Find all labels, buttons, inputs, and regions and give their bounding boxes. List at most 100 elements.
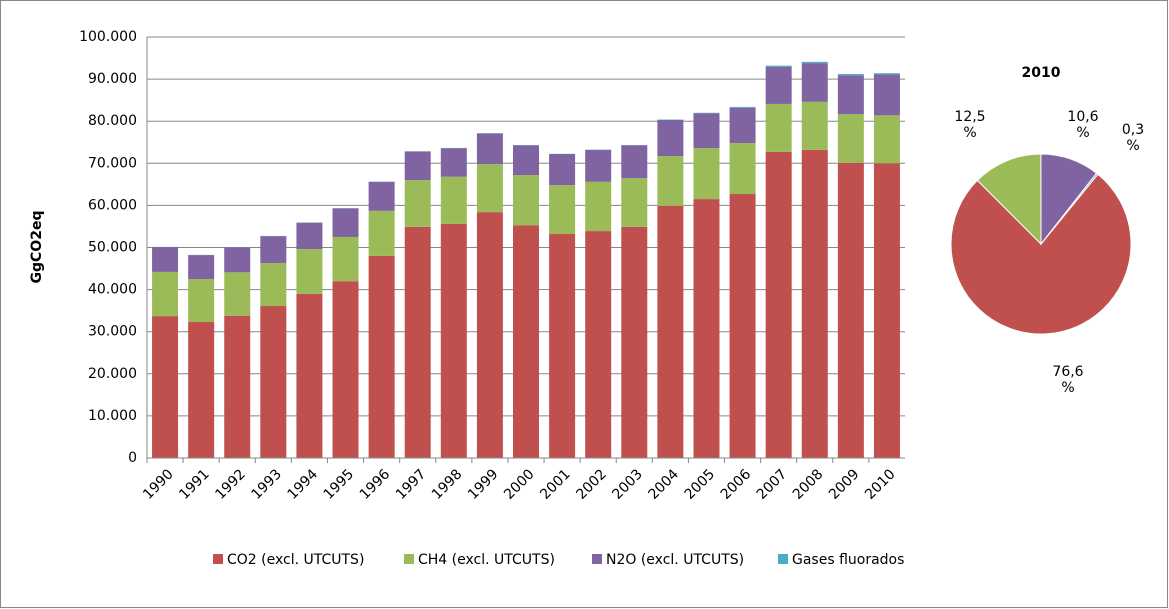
y-tick-label: 60.000 bbox=[88, 197, 137, 213]
bar-segment bbox=[260, 236, 287, 264]
bar-segment bbox=[765, 66, 792, 104]
legend-swatch bbox=[778, 554, 788, 564]
pie-slice bbox=[1040, 172, 1099, 245]
pie-label-line: 0,3 bbox=[1122, 122, 1144, 138]
y-tick-label: 80.000 bbox=[88, 113, 137, 129]
bar-segment bbox=[549, 185, 576, 235]
bar-segment bbox=[657, 119, 684, 157]
bar-segment bbox=[513, 225, 539, 458]
bar-segment bbox=[260, 263, 287, 307]
bar-segment bbox=[693, 148, 720, 200]
pie-label-line: 10,6 bbox=[1067, 109, 1098, 125]
bar-segment bbox=[332, 281, 359, 458]
legend-label: Gases fluorados bbox=[792, 552, 904, 568]
pie-title: 2010 bbox=[1022, 65, 1061, 81]
pie-label-line: % bbox=[1126, 138, 1139, 154]
bar-segment bbox=[693, 113, 720, 149]
y-tick-label: 100.000 bbox=[79, 29, 137, 45]
pie-label-line: % bbox=[963, 125, 976, 141]
bar-segment bbox=[657, 205, 684, 458]
y-tick-label: 20.000 bbox=[88, 366, 137, 382]
bar-segment bbox=[152, 247, 179, 272]
bar-segment bbox=[368, 181, 395, 211]
bar-segment bbox=[837, 75, 864, 115]
bar-segment bbox=[476, 133, 503, 165]
bar-segment bbox=[657, 156, 684, 206]
pie-label-line: 76,6 bbox=[1052, 364, 1083, 380]
bar-segment bbox=[621, 178, 648, 227]
bar-segment bbox=[224, 247, 251, 273]
bar-segment bbox=[368, 255, 395, 458]
bar-segment bbox=[837, 114, 864, 163]
pie-label: 12,5% bbox=[954, 109, 985, 141]
bar-segment bbox=[296, 249, 323, 294]
bar-segment bbox=[188, 322, 215, 458]
bar-segment bbox=[296, 293, 323, 458]
bar-segment bbox=[729, 107, 756, 144]
bar-segment bbox=[693, 199, 720, 458]
pie-slice bbox=[950, 173, 1132, 335]
pie-label: 10,6% bbox=[1067, 109, 1098, 141]
y-tick-label: 50.000 bbox=[88, 240, 137, 256]
bar-segment bbox=[440, 176, 467, 224]
bar-segment bbox=[404, 180, 431, 227]
bar-segment bbox=[188, 255, 215, 280]
bar-segment bbox=[224, 315, 251, 458]
bar-segment bbox=[765, 65, 792, 67]
bar-segment bbox=[765, 151, 792, 459]
bar-segment bbox=[513, 145, 539, 176]
bar-segment bbox=[224, 272, 251, 316]
legend-swatch bbox=[213, 554, 223, 564]
y-tick-label: 30.000 bbox=[88, 324, 137, 340]
pie-label-line: 12,5 bbox=[954, 109, 985, 125]
bar-segment bbox=[440, 223, 467, 458]
bar-segment bbox=[837, 162, 864, 458]
bar-segment bbox=[368, 210, 395, 256]
y-tick-label: 10.000 bbox=[88, 408, 137, 424]
bar-segment bbox=[332, 208, 359, 237]
y-tick-label: 70.000 bbox=[88, 155, 137, 171]
bar-segment bbox=[188, 279, 215, 323]
bar-segment bbox=[873, 115, 900, 164]
bar-segment bbox=[585, 181, 612, 232]
bar-segment bbox=[801, 61, 828, 64]
bar-segment bbox=[152, 316, 179, 458]
bar-segment bbox=[152, 271, 179, 317]
legend-label: N2O (excl. UTCUTS) bbox=[606, 552, 744, 568]
legend-swatch bbox=[592, 554, 602, 564]
y-tick-label: 0 bbox=[128, 450, 137, 466]
bar-segment bbox=[404, 226, 431, 458]
bar-segment bbox=[873, 74, 900, 116]
bar-segment bbox=[296, 222, 323, 250]
pie-slice bbox=[976, 153, 1042, 246]
bar-segment bbox=[837, 74, 864, 76]
bar-segment bbox=[513, 175, 539, 226]
bar-segment bbox=[332, 236, 359, 282]
legend-label: CH4 (excl. UTCUTS) bbox=[418, 552, 555, 568]
pie-label: 0,3% bbox=[1122, 122, 1144, 154]
legend-label: CO2 (excl. UTCUTS) bbox=[227, 552, 364, 568]
y-axis-label: GgCO2eq bbox=[29, 211, 45, 284]
bar-segment bbox=[476, 164, 503, 213]
bar-segment bbox=[260, 306, 287, 458]
bar-segment bbox=[729, 106, 756, 108]
bar-segment bbox=[404, 151, 431, 181]
bar-segment bbox=[801, 101, 828, 150]
bar-segment bbox=[549, 234, 576, 458]
y-tick-label: 40.000 bbox=[88, 282, 137, 298]
bar-segment bbox=[801, 149, 828, 458]
pie-label-line: % bbox=[1061, 380, 1074, 396]
bar-segment bbox=[585, 149, 612, 182]
bar-segment bbox=[621, 145, 648, 179]
bar-segment bbox=[476, 212, 503, 458]
bar-segment bbox=[729, 143, 756, 195]
bar-segment bbox=[585, 231, 612, 458]
bar-segment bbox=[801, 63, 828, 102]
pie-label-line: % bbox=[1076, 125, 1089, 141]
legend-swatch bbox=[404, 554, 414, 564]
pie-label: 76,6% bbox=[1052, 364, 1083, 396]
bar-segment bbox=[549, 154, 576, 186]
bar-segment bbox=[621, 226, 648, 458]
bar-segment bbox=[440, 148, 467, 177]
